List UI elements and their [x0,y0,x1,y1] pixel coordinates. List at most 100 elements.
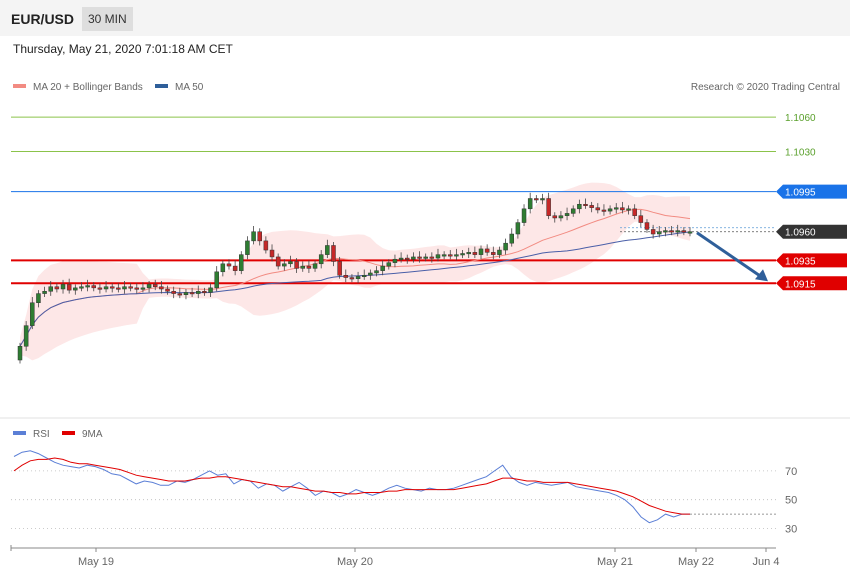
candle-body [411,256,416,260]
candle-body [312,263,318,269]
candle-body [552,215,558,219]
level-1-0995-tag [776,184,847,199]
bollinger-band [20,182,690,361]
candle-body [466,252,471,255]
candle-body [546,198,551,216]
copyright-note: Research © 2020 Trading Central [691,82,840,93]
candle-body [361,275,367,278]
x-tick-label: Jun 4 [753,556,780,568]
candle-body [202,291,207,294]
candle-body [491,252,496,255]
candle-body [392,258,398,263]
rsi-tick-50: 50 [785,495,797,507]
candle-body [632,208,637,216]
legend-label-rsi-ma: 9MA [82,429,103,440]
candle-body [214,271,219,289]
candle-body [564,213,570,216]
candle-body [134,287,140,290]
candle-body [448,254,453,257]
candle-body [97,287,103,290]
candle-body [343,275,349,278]
candle-body [638,215,644,223]
candle-body [331,245,336,262]
candle-body [404,257,410,260]
level-1-0915-label: 1.0915 [785,279,816,290]
candle-body [509,233,514,244]
candle-body [318,254,324,265]
candle-body [288,261,293,265]
x-tick-label: May 21 [597,556,633,568]
candle-body [208,287,213,293]
legend-label-ma50: MA 50 [175,82,204,93]
candle-body [165,288,170,292]
candle-body [30,302,35,326]
candle-body [306,265,312,269]
candle-body [275,256,281,267]
candle-body [570,208,576,214]
candle-body [42,291,47,294]
candle-body [650,229,656,235]
level-1-1060-label: 1.1060 [785,113,816,124]
candle-body [601,209,607,212]
level-1-0935-label: 1.0935 [785,256,816,267]
level-1-0915-tag [776,276,847,291]
report-timestamp: Thursday, May 21, 2020 7:01:18 AM CET [13,42,233,56]
candle-body [177,293,183,296]
ma50-line [19,231,691,347]
candle-body [687,231,693,234]
candle-body [613,207,619,210]
candle-body [109,286,115,289]
candle-body [337,261,342,276]
candle-body [257,231,262,242]
candle-body [171,291,176,294]
candle-body [232,265,238,271]
candle-body [657,231,662,235]
rsi-tick-30: 30 [785,523,797,535]
candle-body [73,287,78,291]
candle-body [527,198,533,210]
candle-body [663,230,668,233]
candle-body [79,286,84,289]
candle-body [251,231,256,242]
candle-body [325,245,330,255]
candle-body [85,285,90,288]
candle-body [66,284,72,291]
candle-body [355,276,361,279]
candle-body [540,198,545,201]
candle-body [269,249,275,258]
candle-body [374,270,379,274]
candle-body [478,248,484,255]
legend-swatch-rsi-ma [62,431,75,435]
forecast-arrow [696,231,763,279]
candle-body [675,230,680,233]
timeframe-badge[interactable]: 30 MIN [82,7,133,31]
candle-body [435,254,441,259]
candle-body [515,222,521,235]
candle-body [300,265,306,269]
candle-body [380,265,385,271]
candle-body [17,346,23,361]
candle-body [386,262,392,267]
x-tick-label: May 19 [78,556,114,568]
candle-body [423,256,428,259]
candle-body [54,286,60,290]
legend-swatch-ma20 [13,84,26,88]
candle-body [497,249,502,255]
candle-body [472,252,478,255]
legend-swatch-ma50 [155,84,168,88]
candle-body [534,198,539,201]
candle-body [226,263,232,267]
candle-body [159,286,164,290]
level-1-1030-label: 1.1030 [785,148,816,159]
candle-body [589,205,594,208]
level-1-0960-tag [776,224,847,239]
candle-body [116,287,121,290]
chart-header [0,0,850,36]
legend-label-rsi: RSI [33,429,50,440]
currency-pair: EUR/USD [11,11,75,27]
candle-body [36,293,41,303]
candle-body [140,287,146,290]
candle-body [263,240,269,251]
candle-body [282,263,287,267]
candle-body [60,284,66,290]
